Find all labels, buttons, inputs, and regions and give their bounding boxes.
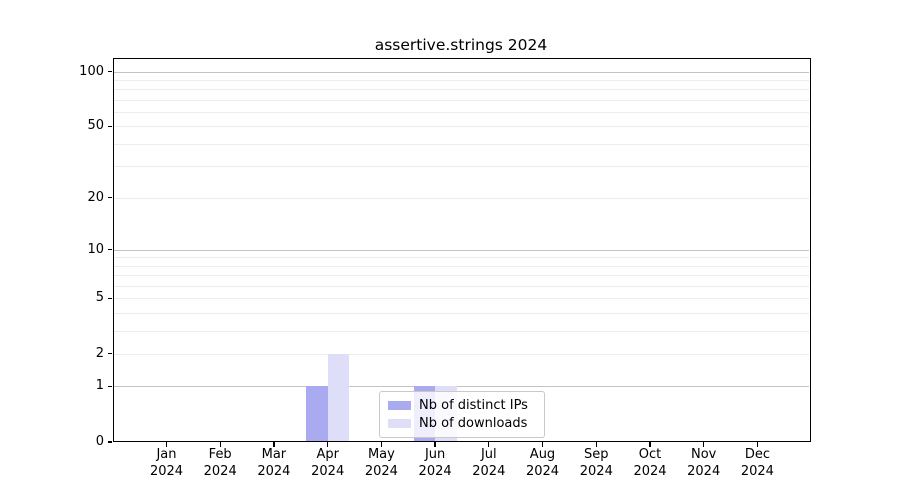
x-tick-label: Aug 2024 bbox=[511, 447, 575, 480]
x-tick-month: Jan bbox=[156, 447, 177, 462]
x-tick-label: Mar 2024 bbox=[242, 447, 306, 480]
x-tick-year: 2024 bbox=[472, 463, 506, 479]
x-tick-year: 2024 bbox=[418, 463, 452, 479]
bar bbox=[306, 386, 328, 442]
x-tick-year: 2024 bbox=[687, 463, 721, 479]
bar bbox=[327, 353, 350, 442]
gridline-minor bbox=[114, 166, 809, 168]
gridline-minor bbox=[114, 330, 809, 332]
x-tick-month: Aug bbox=[529, 447, 556, 462]
x-tick-year: 2024 bbox=[579, 463, 613, 479]
x-tick-mark bbox=[756, 442, 759, 447]
gridline-minor bbox=[114, 89, 809, 91]
x-tick-month: Mar bbox=[261, 447, 287, 462]
x-tick-month: Sep bbox=[584, 447, 609, 462]
gridline-minor bbox=[114, 197, 809, 199]
gridline-minor bbox=[114, 312, 809, 314]
x-tick-mark bbox=[165, 442, 168, 447]
gridline-minor bbox=[114, 285, 809, 287]
y-tick-mark bbox=[108, 297, 112, 299]
x-tick-label: Jan 2024 bbox=[135, 447, 199, 480]
x-tick-mark bbox=[703, 442, 705, 447]
y-tick-mark bbox=[108, 248, 112, 251]
y-tick-label: 2 bbox=[95, 345, 104, 361]
y-tick-mark bbox=[108, 441, 112, 443]
y-tick-mark bbox=[108, 70, 112, 73]
y-tick-label: 20 bbox=[87, 189, 104, 205]
gridline-major bbox=[114, 249, 809, 251]
x-tick-mark bbox=[327, 442, 329, 447]
gridline-minor bbox=[114, 126, 809, 128]
x-tick-year: 2024 bbox=[311, 463, 345, 479]
x-tick-month: Apr bbox=[316, 447, 339, 462]
x-tick-label: Dec 2024 bbox=[725, 447, 789, 480]
x-tick-label: Nov 2024 bbox=[672, 447, 736, 480]
gridline-minor bbox=[114, 298, 809, 300]
x-tick-mark bbox=[434, 442, 436, 447]
x-tick-mark bbox=[595, 442, 597, 447]
x-tick-month: Feb bbox=[208, 447, 232, 462]
gridline-minor bbox=[114, 112, 809, 114]
x-tick-month: Jul bbox=[480, 447, 497, 462]
gridline-minor bbox=[114, 257, 809, 259]
x-tick-month: May bbox=[367, 447, 395, 462]
x-tick-mark bbox=[649, 442, 651, 447]
gridline-minor bbox=[114, 275, 809, 277]
x-tick-year: 2024 bbox=[203, 463, 237, 479]
x-tick-label: Feb 2024 bbox=[188, 447, 252, 480]
x-tick-year: 2024 bbox=[633, 463, 667, 479]
y-tick-label: 10 bbox=[87, 241, 104, 257]
x-tick-month: Jun bbox=[424, 447, 446, 462]
gridline-major bbox=[114, 71, 809, 73]
gridline-minor bbox=[114, 353, 809, 355]
y-tick-label: 1 bbox=[95, 378, 104, 394]
y-tick-mark bbox=[108, 353, 112, 355]
x-tick-label: Jul 2024 bbox=[457, 447, 521, 480]
x-tick-month: Nov bbox=[691, 447, 717, 462]
plot-area bbox=[112, 58, 811, 442]
gridline-minor bbox=[114, 99, 809, 101]
y-tick-mark bbox=[108, 385, 112, 388]
x-tick-mark bbox=[488, 442, 490, 447]
legend-swatch bbox=[388, 400, 411, 411]
legend-swatch bbox=[388, 418, 411, 429]
x-tick-month: Oct bbox=[638, 447, 662, 462]
x-tick-mark bbox=[219, 442, 221, 447]
y-tick-label: 5 bbox=[95, 290, 104, 306]
x-tick-month: Dec bbox=[744, 447, 770, 462]
x-tick-label: Oct 2024 bbox=[618, 447, 682, 480]
legend-item: Nb of downloads bbox=[388, 416, 536, 431]
y-tick-mark bbox=[108, 125, 112, 128]
x-tick-mark bbox=[273, 442, 275, 447]
x-tick-year: 2024 bbox=[257, 463, 291, 479]
y-tick-label: 50 bbox=[87, 118, 104, 134]
legend-label: Nb of downloads bbox=[419, 416, 528, 431]
x-tick-mark bbox=[541, 442, 544, 447]
legend: Nb of distinct IPs Nb of downloads bbox=[379, 391, 545, 438]
y-tick-label: 0 bbox=[95, 434, 104, 449]
x-tick-year: 2024 bbox=[149, 463, 184, 479]
legend-label: Nb of distinct IPs bbox=[419, 398, 528, 413]
x-tick-mark bbox=[380, 442, 383, 447]
x-tick-label: Apr 2024 bbox=[296, 447, 360, 480]
gridline-minor bbox=[114, 144, 809, 145]
chart-title: assertive.strings 2024 bbox=[374, 36, 548, 54]
x-tick-year: 2024 bbox=[525, 463, 560, 479]
x-tick-label: Jun 2024 bbox=[403, 447, 467, 480]
gridline-minor bbox=[114, 265, 809, 267]
x-tick-year: 2024 bbox=[740, 463, 774, 479]
y-tick-mark bbox=[108, 197, 112, 199]
x-tick-label: Sep 2024 bbox=[564, 447, 628, 480]
y-tick-label: 100 bbox=[79, 63, 104, 79]
gridline-major bbox=[114, 386, 809, 388]
legend-item: Nb of distinct IPs bbox=[388, 398, 536, 413]
x-tick-year: 2024 bbox=[364, 463, 398, 479]
gridline-minor bbox=[114, 80, 809, 81]
x-tick-label: May 2024 bbox=[349, 447, 413, 480]
